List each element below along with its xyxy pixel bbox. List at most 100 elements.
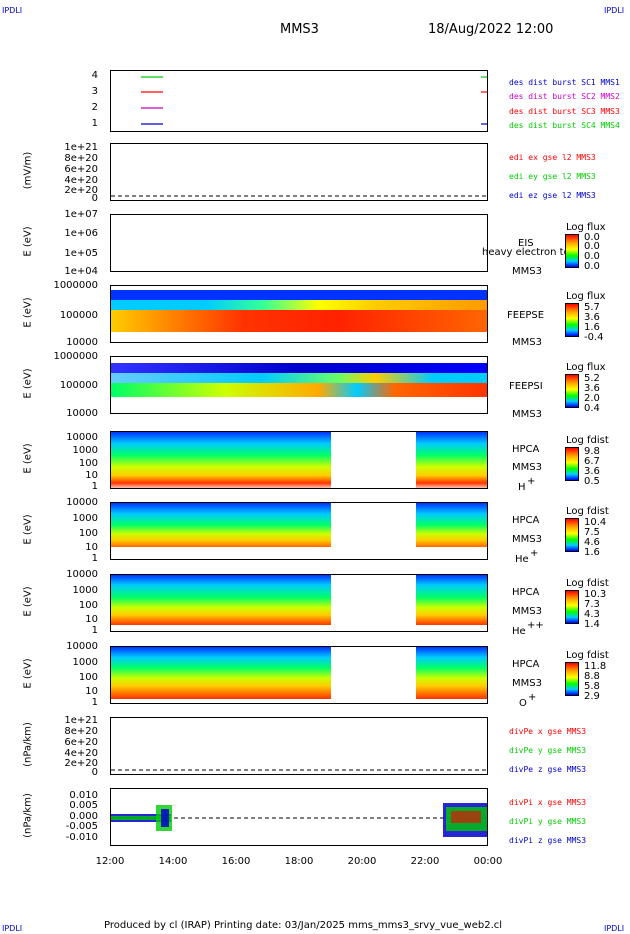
- panel-divpe: [110, 717, 488, 775]
- hpca-h-ytick: 1: [91, 481, 98, 492]
- feepsi-colorbar: [565, 374, 579, 408]
- hpca-hepp-colorbar: [565, 590, 579, 624]
- burst-ytick: 3: [91, 86, 98, 97]
- edi-ytick: 6e+20: [64, 164, 98, 175]
- feepse-colorbar-tick: -0.4: [584, 332, 604, 343]
- edi-ytick: 0: [91, 193, 98, 204]
- hpca-h-ytick: 10000: [66, 432, 98, 443]
- hpca-h-spacecraft-label: MMS3: [512, 462, 542, 473]
- divpi-legend-x: divPi x gse MMS3: [509, 798, 587, 807]
- x-tick-label: 22:00: [410, 856, 440, 867]
- panel-eis: [110, 214, 488, 272]
- feepse-instrument-label: FEEPSE: [507, 310, 545, 321]
- hpca-he-ytick: 1: [91, 553, 98, 564]
- hpca-hepp-colorbar-tick: 10.3: [584, 589, 607, 600]
- hpca-o-colorbar-tick: 11.8: [584, 661, 607, 672]
- eis-overlay-text: heavy electron to: [482, 247, 570, 258]
- eis-spacecraft-label: MMS3: [512, 266, 542, 277]
- panel-hpca-hepp: [110, 574, 488, 632]
- feepse-colorbar-tick: 5.7: [584, 302, 600, 313]
- feepsi-colorbar-tick: 3.6: [584, 383, 600, 394]
- divpi-ytick: 0.005: [69, 800, 98, 811]
- divpi-ytick: 0.010: [69, 790, 98, 801]
- hpca-o-species-label: O: [519, 698, 527, 709]
- eis-colorbar-tick: 0.0: [584, 241, 600, 252]
- edi-ytick: 4e+20: [64, 175, 98, 186]
- divpi-ytick: -0.010: [65, 832, 98, 843]
- divpe-ytick: 0: [91, 767, 98, 778]
- hpca-he-instrument-label: HPCA: [512, 515, 540, 526]
- divpi-legend-z: divPi z gse MMS3: [509, 836, 587, 845]
- hpca-hepp-ytick: 10000: [66, 569, 98, 580]
- panel-feepse: [110, 285, 488, 343]
- divpe-legend-z: divPe z gse MMS3: [509, 765, 587, 774]
- divpi-legend-y: divPi y gse MMS3: [509, 817, 587, 826]
- page-datetime: 18/Aug/2022 12:00: [428, 22, 554, 37]
- corner-label-bottom-right: IPDLI: [604, 924, 625, 933]
- divpe-ytick: 2e+20: [64, 758, 98, 769]
- hpca-hepp-species-label: He: [512, 626, 526, 637]
- feepsi-ytick: 100000: [59, 380, 98, 391]
- edi-ytick: 8e+20: [64, 153, 98, 164]
- edi-legend-ex: edi ex gse l2 MMS3: [509, 153, 596, 162]
- hpca-he-ytick: 1000: [72, 513, 98, 524]
- panel-hpca-h: [110, 431, 488, 489]
- hpca-h-colorbar-tick: 6.7: [584, 456, 600, 467]
- eis-colorbar-tick: 0.0: [584, 232, 600, 243]
- hpca-o-colorbar: [565, 662, 579, 696]
- feepse-colorbar-tick: 3.6: [584, 312, 600, 323]
- hpca-he-ytick: 10: [85, 542, 98, 553]
- hpca-hepp-ytick: 1000: [72, 585, 98, 596]
- eis-ytick: 1e+05: [64, 248, 98, 259]
- panel-feepsi: [110, 356, 488, 414]
- page-title: MMS3: [280, 22, 319, 37]
- hpca-o-colorbar-tick: 8.8: [584, 671, 600, 682]
- panel-burst: [110, 70, 488, 132]
- edi-legend-ey: edi ey gse l2 MMS3: [509, 172, 596, 181]
- hpca-o-instrument-label: HPCA: [512, 659, 540, 670]
- hpca-he-ytick: 10000: [66, 497, 98, 508]
- feepsi-spacecraft-label: MMS3: [512, 409, 542, 420]
- hpca-h-instrument-label: HPCA: [512, 444, 540, 455]
- hpca-hepp-colorbar-tick: 4.3: [584, 609, 600, 620]
- eis-ylabel: E (eV): [22, 226, 34, 257]
- hpca-he-colorbar-tick: 4.6: [584, 537, 600, 548]
- hpca-o-colorbar-tick: 5.8: [584, 681, 600, 692]
- feepse-colorbar-title: Log flux: [566, 291, 606, 302]
- divpe-ytick: 6e+20: [64, 737, 98, 748]
- hpca-he-species-label: He: [515, 554, 529, 565]
- divpe-ytick: 8e+20: [64, 726, 98, 737]
- hpca-hepp-colorbar-title: Log fdist: [566, 578, 609, 589]
- feepsi-colorbar-tick: 5.2: [584, 373, 600, 384]
- hpca-hepp-ytick: 1: [91, 625, 98, 636]
- hpca-he-colorbar: [565, 518, 579, 552]
- footer-text: Produced by cl (IRAP) Printing date: 03/…: [104, 920, 503, 931]
- eis-ytick: 1e+06: [64, 228, 98, 239]
- hpca-o-ytick: 1000: [72, 657, 98, 668]
- hpca-hepp-ytick: 100: [78, 600, 98, 611]
- eis-colorbar-title: Log flux: [566, 222, 606, 233]
- hpca-he-species-charge: +: [530, 548, 539, 559]
- panel-divpi: [110, 788, 488, 846]
- feepse-ytick: 100000: [59, 310, 98, 321]
- eis-ytick: 1e+07: [64, 209, 98, 220]
- eis-colorbar: [565, 234, 579, 268]
- hpca-h-species-charge: +: [527, 476, 536, 487]
- hpca-h-colorbar: [565, 447, 579, 481]
- burst-legend-mms2: des dist burst SC2 MMS2: [509, 92, 620, 101]
- hpca-he-ytick: 100: [78, 528, 98, 539]
- feepsi-colorbar-tick: 2.0: [584, 393, 600, 404]
- hpca-h-ytick: 10: [85, 470, 98, 481]
- x-tick-label: 14:00: [158, 856, 188, 867]
- hpca-hepp-spacecraft-label: MMS3: [512, 606, 542, 617]
- edi-ytick: 1e+21: [64, 142, 98, 153]
- burst-ytick: 1: [91, 118, 98, 129]
- x-tick-label: 00:00: [473, 856, 503, 867]
- feepse-ytick: 10000: [66, 337, 98, 348]
- hpca-o-ytick: 10000: [66, 641, 98, 652]
- corner-label-top-right: IPDLI: [604, 6, 625, 15]
- hpca-he-spacecraft-label: MMS3: [512, 534, 542, 545]
- hpca-o-ytick: 10: [85, 686, 98, 697]
- edi-ytick: 2e+20: [64, 185, 98, 196]
